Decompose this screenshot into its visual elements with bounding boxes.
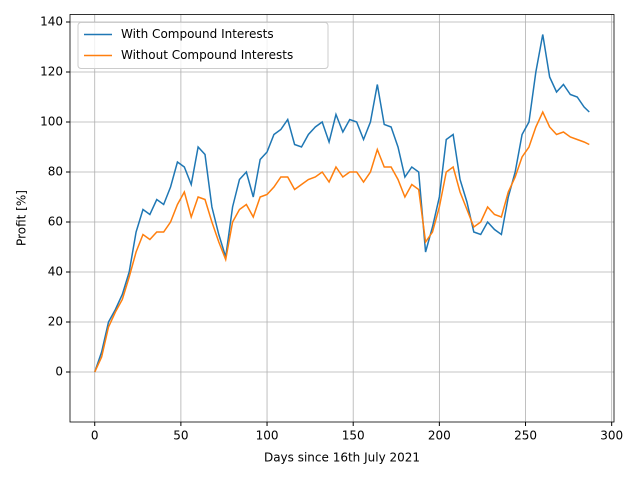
x-axis-label: Days since 16th July 2021 [264, 451, 420, 465]
axes-frame [69, 14, 615, 423]
legend-label: Without Compound Interests [121, 48, 293, 62]
legend-label: With Compound Interests [121, 27, 274, 41]
x-tick-label: 200 [428, 429, 451, 443]
x-tick-label: 300 [600, 429, 623, 443]
x-tick-label: 250 [514, 429, 537, 443]
y-axis-label: Profit [%] [15, 190, 29, 246]
y-tick-label: 20 [48, 315, 63, 329]
y-tick-label: 100 [40, 115, 63, 129]
y-tick-label: 60 [48, 215, 63, 229]
y-tick-label: 40 [48, 265, 63, 279]
x-tick-label: 100 [256, 429, 279, 443]
x-tick-label: 0 [91, 429, 99, 443]
data-line [94, 34, 590, 373]
data-line [94, 110, 590, 373]
y-tick-label: 80 [48, 165, 63, 179]
y-tick-label: 140 [40, 15, 63, 29]
x-tick-label: 50 [173, 429, 188, 443]
y-tick-label: 120 [40, 65, 63, 79]
y-tick-label: 0 [55, 365, 63, 379]
x-tick-label: 150 [342, 429, 365, 443]
legend-box [77, 22, 329, 69]
